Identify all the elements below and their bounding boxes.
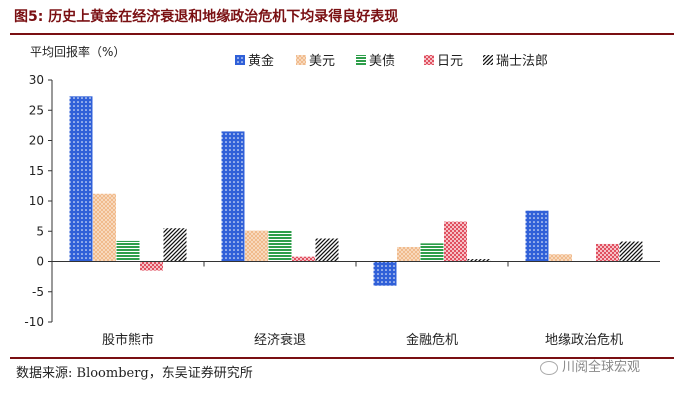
watermark-text: 川阅全球宏观 — [562, 360, 641, 375]
legend-label: 美债 — [369, 54, 395, 69]
y-axis-label: 平均回报率（%） — [30, 44, 125, 59]
y-tick-label: 30 — [29, 73, 44, 87]
legend-swatch — [483, 55, 493, 65]
y-tick-label: 5 — [36, 224, 44, 238]
top-rule — [10, 33, 674, 35]
bar — [69, 96, 93, 262]
bar — [221, 131, 245, 262]
legend-label: 日元 — [437, 54, 463, 69]
legend: 黄金 美元 美债 日元 瑞士法郎 — [235, 53, 548, 69]
source-note: 数据来源: Bloomberg，东吴证券研究所 — [16, 366, 253, 381]
bar — [116, 240, 140, 262]
y-tick-label: 0 — [36, 255, 44, 269]
bar — [467, 259, 491, 262]
y-tick-label: -10 — [24, 315, 44, 329]
bar — [140, 261, 163, 271]
y-tick-label: 25 — [29, 103, 44, 117]
bar — [373, 261, 397, 286]
y-tick-label: 10 — [29, 194, 44, 208]
bar — [549, 254, 572, 262]
bar — [315, 238, 339, 262]
category-label: 股市熊市 — [102, 332, 154, 348]
bar — [619, 241, 643, 262]
bar — [444, 221, 467, 262]
legend-label: 美元 — [309, 54, 335, 69]
bar — [292, 256, 315, 262]
figure-title: 图5: 历史上黄金在经济衰退和地缘政治危机下均录得良好表现 — [14, 9, 399, 25]
bar — [525, 210, 549, 262]
legend-swatch — [235, 55, 245, 65]
bar — [420, 243, 444, 262]
bars — [69, 96, 643, 286]
bar — [596, 243, 619, 262]
category-label: 地缘政治危机 — [545, 333, 623, 348]
bar-chart: 平均回报率（%） 黄金 美元 美债 日元 瑞士法郎 -10-5051015202530 … — [24, 44, 660, 348]
bottom-rule — [10, 357, 674, 359]
wechat-icon — [540, 360, 558, 375]
bar — [163, 228, 187, 262]
bar — [245, 230, 268, 262]
legend-swatch — [356, 55, 366, 65]
y-axis: -10 -5 0 5 10 15 20 25 30 — [24, 73, 53, 329]
watermark: 川阅全球宏观 — [540, 356, 640, 375]
legend-swatch — [424, 55, 434, 65]
category-label: 经济衰退 — [254, 332, 306, 348]
y-tick-label: 20 — [29, 134, 44, 148]
legend-label: 黄金 — [248, 53, 274, 69]
y-tick-label: 15 — [29, 164, 44, 178]
y-tick-label: -5 — [32, 285, 44, 299]
legend-swatch — [296, 55, 306, 65]
x-axis: 股市熊市 经济衰退 金融危机 地缘政治危机 — [52, 261, 660, 348]
bar — [268, 230, 292, 262]
legend-label: 瑞士法郎 — [496, 54, 548, 69]
bar — [93, 193, 116, 262]
bar — [397, 246, 420, 262]
category-label: 金融危机 — [406, 332, 458, 348]
